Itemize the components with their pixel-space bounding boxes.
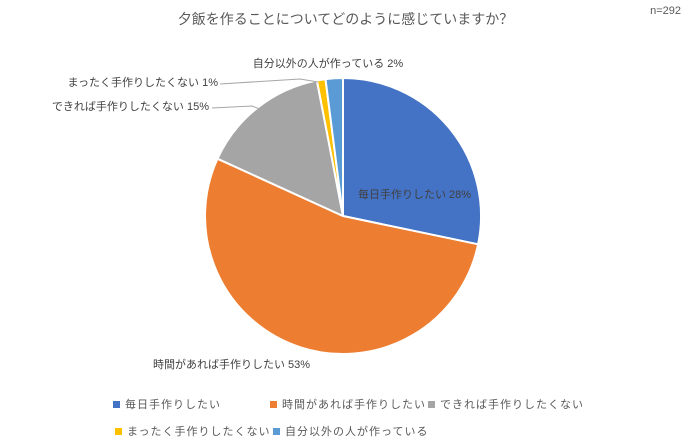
legend-swatch-icon — [270, 400, 277, 408]
data-label-prefer-not-15pct: できれば手作りしたくない 15% — [51, 101, 209, 113]
legend-label: まったく手作りしたくない — [127, 426, 271, 438]
leader-line-prefer-not-15pct — [211, 105, 266, 112]
sample-size-note: n=292 — [650, 5, 681, 17]
legend-item-2: できれば手作りしたくない — [428, 396, 584, 412]
pie-slice-2 — [216, 79, 344, 217]
legend-swatch-icon — [115, 427, 122, 435]
legend-label: 毎日手作りしたい — [125, 399, 221, 411]
legend-label: 自分以外の人が作っている — [285, 426, 429, 438]
chart-title: 夕飯を作ることについてどのように感じていますか？ — [177, 11, 514, 27]
data-label-never-1pct: まったく手作りしたくない 1% — [67, 77, 218, 89]
data-label-someone-else-2pct: 自分以外の人が作っている 2% — [252, 58, 404, 70]
pie-slice-4 — [324, 76, 344, 217]
legend-label: できれば手作りしたくない — [440, 399, 584, 411]
legend-swatch-icon — [113, 400, 120, 408]
legend-swatch-icon — [428, 400, 435, 408]
legend-swatch-icon — [273, 427, 280, 435]
data-label-everyday-28pct: 毎日手作りしたい 28% — [358, 189, 472, 201]
legend-label: 時間があれば手作りしたい — [282, 399, 426, 411]
data-label-if-time-53pct: 時間があれば手作りしたい 53% — [153, 359, 311, 371]
legend-item-1: 時間があれば手作りしたい — [270, 396, 426, 412]
leader-line-never-1pct — [219, 78, 319, 85]
legend-item-3: まったく手作りしたくない — [115, 423, 271, 439]
legend-item-4: 自分以外の人が作っている — [273, 423, 428, 439]
legend-item-0: 毎日手作りしたい — [113, 396, 221, 412]
pie-slice-1 — [204, 157, 480, 355]
pie-slice-0 — [342, 77, 483, 246]
